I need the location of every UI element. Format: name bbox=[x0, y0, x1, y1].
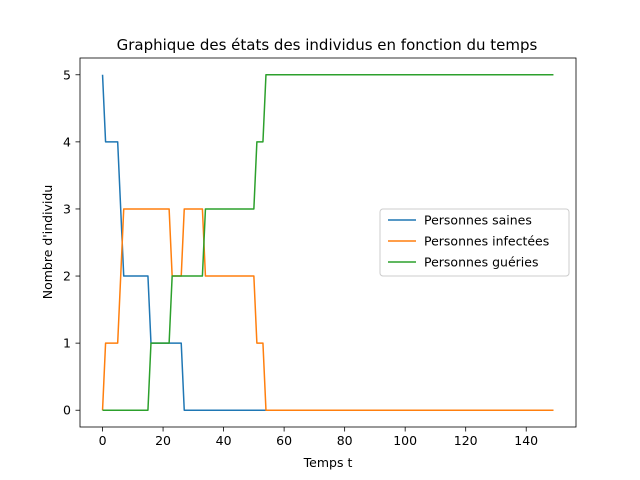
legend: Personnes saines Personnes infectées Perso… bbox=[379, 208, 570, 277]
x-tick-label: 140 bbox=[514, 433, 538, 448]
x-axis-ticks: 0 20 40 60 80 100 120 140 bbox=[99, 427, 538, 448]
legend-box bbox=[379, 208, 570, 277]
y-tick-label: 2 bbox=[63, 269, 71, 284]
x-tick-label: 100 bbox=[393, 433, 417, 448]
legend-label: Personnes infectées bbox=[424, 234, 549, 249]
x-tick-label: 60 bbox=[276, 433, 292, 448]
legend-label: Personnes saines bbox=[424, 213, 532, 228]
x-tick-label: 80 bbox=[337, 433, 353, 448]
series-line-2 bbox=[101, 208, 554, 411]
series-line-3 bbox=[102, 74, 554, 411]
series-line-1 bbox=[101, 74, 554, 411]
x-tick-label: 120 bbox=[454, 433, 478, 448]
series-layer bbox=[101, 74, 554, 411]
y-axis-label: Nombre d'individu bbox=[40, 185, 55, 300]
y-tick-label: 1 bbox=[63, 336, 71, 351]
x-tick-label: 0 bbox=[99, 433, 107, 448]
chart-title: Graphique des états des individus en fon… bbox=[117, 36, 538, 54]
x-tick-label: 20 bbox=[155, 433, 171, 448]
y-tick-label: 0 bbox=[63, 403, 71, 418]
y-axis-ticks: 0 1 2 3 4 5 bbox=[63, 67, 80, 418]
x-axis-label: Temps t bbox=[303, 455, 353, 470]
plot-border bbox=[79, 57, 577, 428]
y-tick-label: 5 bbox=[63, 67, 71, 82]
legend-label: Personnes guéries bbox=[424, 255, 538, 270]
y-tick-label: 4 bbox=[63, 134, 71, 149]
y-tick-label: 3 bbox=[63, 201, 71, 216]
x-tick-label: 40 bbox=[216, 433, 232, 448]
